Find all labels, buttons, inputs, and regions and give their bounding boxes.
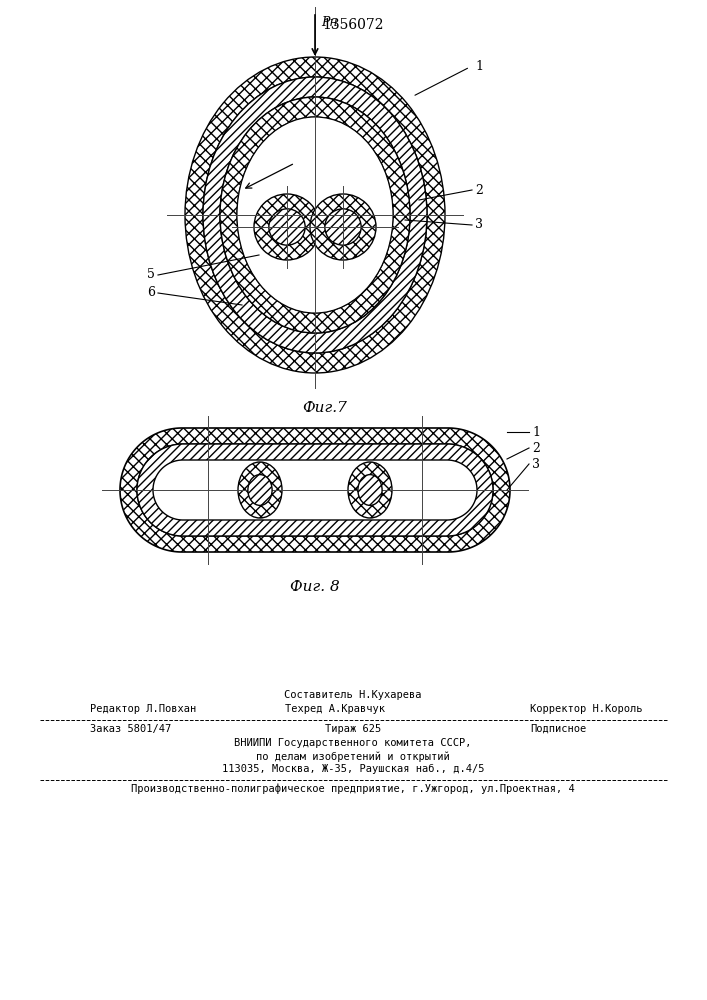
Text: 2: 2: [532, 442, 540, 454]
Text: 1356072: 1356072: [322, 18, 384, 32]
Text: по делам изобретений и открытий: по делам изобретений и открытий: [256, 751, 450, 762]
PathPatch shape: [153, 460, 477, 520]
Text: 3: 3: [475, 219, 483, 232]
Ellipse shape: [348, 462, 392, 518]
Ellipse shape: [203, 77, 427, 353]
Text: Подписное: Подписное: [530, 724, 586, 734]
Text: 113035, Москва, Ж-35, Раушская наб., д.4/5: 113035, Москва, Ж-35, Раушская наб., д.4…: [222, 764, 484, 774]
Ellipse shape: [237, 117, 393, 313]
Text: D: D: [282, 148, 292, 161]
PathPatch shape: [120, 428, 510, 552]
PathPatch shape: [137, 444, 493, 536]
Ellipse shape: [237, 117, 393, 313]
Text: 6: 6: [147, 286, 155, 300]
Ellipse shape: [358, 475, 382, 505]
Text: Фиг.7: Фиг.7: [303, 401, 347, 415]
Text: Фиг. 8: Фиг. 8: [290, 580, 340, 594]
Ellipse shape: [238, 462, 282, 518]
Text: Pн: Pн: [321, 15, 338, 28]
Text: Производственно-полиграфическое предприятие, г.Ужгород, ул.Проектная, 4: Производственно-полиграфическое предприя…: [131, 784, 575, 794]
Ellipse shape: [310, 194, 376, 260]
PathPatch shape: [137, 444, 493, 536]
Ellipse shape: [269, 209, 305, 245]
Text: Составитель Н.Кухарева: Составитель Н.Кухарева: [284, 690, 422, 700]
Ellipse shape: [220, 97, 410, 333]
Text: 5: 5: [147, 268, 155, 282]
Text: 1: 1: [532, 426, 540, 438]
Text: Тираж 625: Тираж 625: [325, 724, 381, 734]
Text: 2: 2: [475, 184, 483, 196]
Ellipse shape: [248, 475, 272, 505]
Ellipse shape: [325, 209, 361, 245]
Text: 1: 1: [475, 60, 483, 74]
Ellipse shape: [203, 77, 427, 353]
Text: Заказ 5801/47: Заказ 5801/47: [90, 724, 171, 734]
Text: Техред А.Кравчук: Техред А.Кравчук: [285, 704, 385, 714]
Text: ВНИИПИ Государственного комитета СССР,: ВНИИПИ Государственного комитета СССР,: [234, 738, 472, 748]
Text: Корректор Н.Король: Корректор Н.Король: [530, 704, 643, 714]
Ellipse shape: [254, 194, 320, 260]
Ellipse shape: [220, 97, 410, 333]
Ellipse shape: [185, 57, 445, 373]
Text: 3: 3: [532, 458, 540, 471]
Text: Редактор Л.Повхан: Редактор Л.Повхан: [90, 704, 197, 714]
